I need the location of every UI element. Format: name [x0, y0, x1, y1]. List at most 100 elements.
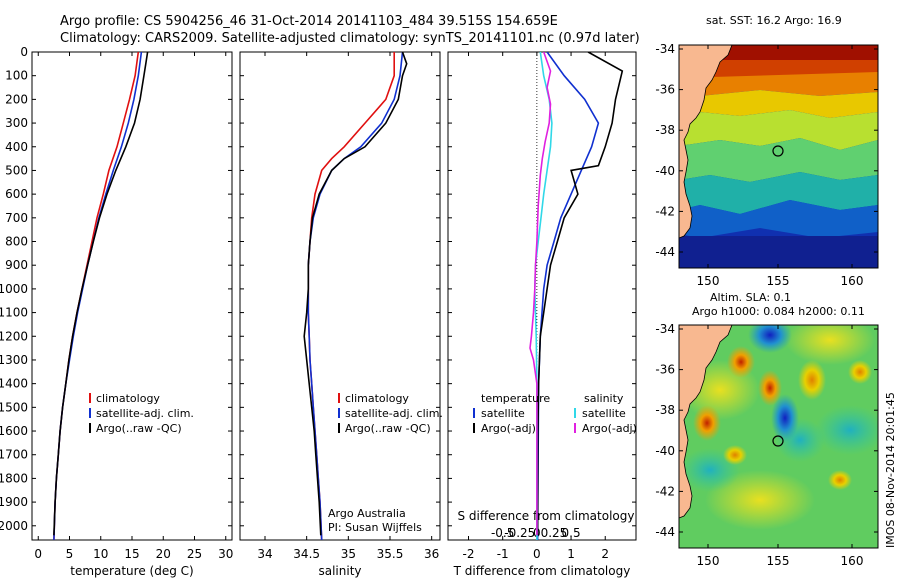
map-y-tick-label: -34: [655, 42, 675, 56]
argo-float-marker: [772, 435, 784, 447]
panel-frame: [31, 51, 233, 541]
argo-float-marker: [772, 145, 784, 157]
map-x-tick-label: 155: [767, 274, 790, 288]
depth-tick-label: 900: [5, 258, 28, 272]
legend-label-t-satellite: satellite: [481, 407, 525, 420]
salinity-legend: climatology satellite-adj. clim. Argo(..…: [328, 392, 443, 534]
map-y-tick-label: -44: [655, 525, 675, 539]
map-x-tick-label: 150: [697, 554, 720, 568]
legend-label-climatology: climatology: [96, 392, 160, 405]
depth-tick-label: 1100: [0, 306, 28, 320]
legend-label-satellite: satellite-adj. clim.: [345, 407, 443, 420]
map-x-tick-label: 150: [697, 274, 720, 288]
sst-map-title: sat. SST: 16.2 Argo: 16.9: [706, 14, 842, 27]
legend-label-argo: Argo(..raw -QC): [96, 422, 182, 435]
depth-tick-label: 1700: [0, 448, 28, 462]
x-axis-label: T difference from climatology: [453, 564, 631, 578]
temperature-panel: 0100200300400500600700800900100011001200…: [0, 45, 233, 578]
map-y-tick-label: -40: [655, 164, 675, 178]
depth-tick-label: 200: [5, 92, 28, 106]
x-tick-label: 25: [187, 547, 202, 561]
depth-tick-label: 1600: [0, 424, 28, 438]
x-tick-label: 5: [66, 547, 74, 561]
sla-map-field: [679, 325, 878, 548]
annotation-argo-australia: Argo Australia: [328, 507, 406, 520]
legend-label-t-argo: Argo(-adj): [481, 422, 536, 435]
panel-frame: [239, 51, 441, 541]
annotation-pi: PI: Susan Wijffels: [328, 521, 422, 534]
sla-map-title-2: Argo h1000: 0.084 h2000: 0.11: [692, 305, 865, 318]
x-tick-label: 0: [34, 547, 42, 561]
x-tick-label: 30: [218, 547, 233, 561]
legend-label-satellite: satellite-adj. clim.: [96, 407, 194, 420]
s-tick-label: 0.25: [541, 526, 568, 540]
depth-tick-label: 1300: [0, 353, 28, 367]
map-y-tick-label: -36: [655, 83, 675, 97]
series-group: [53, 52, 149, 540]
x-axis-label: salinity: [318, 564, 361, 578]
depth-tick-label: 1500: [0, 400, 28, 414]
sst-map-field: [679, 45, 878, 268]
depth-tick-label: 300: [5, 116, 28, 130]
series-line-argo-raw-qc-: [53, 52, 149, 536]
s-axis-label: S difference from climatology: [458, 509, 635, 523]
x-tick-label: 1: [567, 547, 575, 561]
sst-map-ticks: -34 -36 -38 -40 -42 -44 150 155 160: [655, 42, 878, 288]
legend-label-s-argo: Argo(-adj): [582, 422, 637, 435]
x-tick-label: 34: [257, 547, 272, 561]
x-tick-label: 2: [601, 547, 609, 561]
title-line-1: Argo profile: CS 5904256_46 31-Oct-2014 …: [60, 14, 558, 29]
legend-label-s-satellite: satellite: [582, 407, 626, 420]
legend-header-salinity: salinity: [584, 392, 624, 405]
legend-label-climatology: climatology: [345, 392, 409, 405]
depth-tick-label: 400: [5, 140, 28, 154]
x-tick-label: 34.5: [293, 547, 320, 561]
depth-tick-label: 0: [20, 45, 28, 59]
sla-map-title-1: Altim. SLA: 0.1: [710, 291, 791, 304]
depth-tick-label: 1900: [0, 495, 28, 509]
depth-tick-label: 100: [5, 69, 28, 83]
depth-tick-label: 2000: [0, 519, 28, 533]
map-y-tick-label: -42: [655, 484, 675, 498]
depth-tick-label: 500: [5, 163, 28, 177]
depth-tick-label: 1200: [0, 329, 28, 343]
s-tick-label: 0.5: [562, 526, 581, 540]
legend-label-argo: Argo(..raw -QC): [345, 422, 431, 435]
depth-tick-label: 1800: [0, 471, 28, 485]
x-tick-label: 35.5: [377, 547, 404, 561]
legend-header-temperature: temperature: [481, 392, 550, 405]
x-tick-label: -2: [463, 547, 475, 561]
map-x-tick-label: 160: [841, 274, 864, 288]
series-group: [303, 52, 408, 540]
x-tick-label: 36: [424, 547, 439, 561]
x-axis-label: temperature (deg C): [70, 564, 193, 578]
depth-tick-label: 600: [5, 187, 28, 201]
series-group: [529, 52, 624, 540]
depth-tick-label: 800: [5, 235, 28, 249]
difference-panel: -2 -1 0 1 2 T difference from climatology -0.5…: [447, 51, 637, 578]
sla-map-ticks: -34 -36 -38 -40 -42 -44 150 155 160: [655, 322, 878, 568]
depth-tick-label: 1400: [0, 377, 28, 391]
panel-frame: [447, 51, 637, 541]
series-line-argo-raw-qc-: [303, 52, 408, 536]
sla-map: Altim. SLA: 0.1 Argo h1000: 0.084 h2000:…: [655, 291, 879, 568]
map-y-tick-label: -40: [655, 444, 675, 458]
sst-map: sat. SST: 16.2 Argo: 16.9 -34 -36 -38 -40 -4…: [655, 14, 879, 288]
map-x-tick-label: 160: [841, 554, 864, 568]
map-y-tick-label: -38: [655, 403, 675, 417]
series-line-s-argo-adj-: [529, 52, 552, 536]
map-y-tick-label: -34: [655, 322, 675, 336]
imos-credit: IMOS 08-Nov-2014 20:01:45: [884, 392, 897, 548]
difference-legend: temperature salinity satellite Argo(-adj…: [473, 392, 637, 435]
title-line-2: Climatology: CARS2009. Satellite-adjuste…: [60, 31, 640, 46]
map-x-tick-label: 155: [767, 554, 790, 568]
x-tick-label: 15: [124, 547, 139, 561]
s-tick-label: -0.5: [491, 526, 514, 540]
x-tick-label: 10: [93, 547, 108, 561]
map-y-tick-label: -38: [655, 123, 675, 137]
depth-tick-label: 1000: [0, 282, 28, 296]
s-tick-label: -0.25: [504, 526, 535, 540]
x-tick-label: 0: [533, 547, 541, 561]
x-tick-label: 20: [156, 547, 171, 561]
